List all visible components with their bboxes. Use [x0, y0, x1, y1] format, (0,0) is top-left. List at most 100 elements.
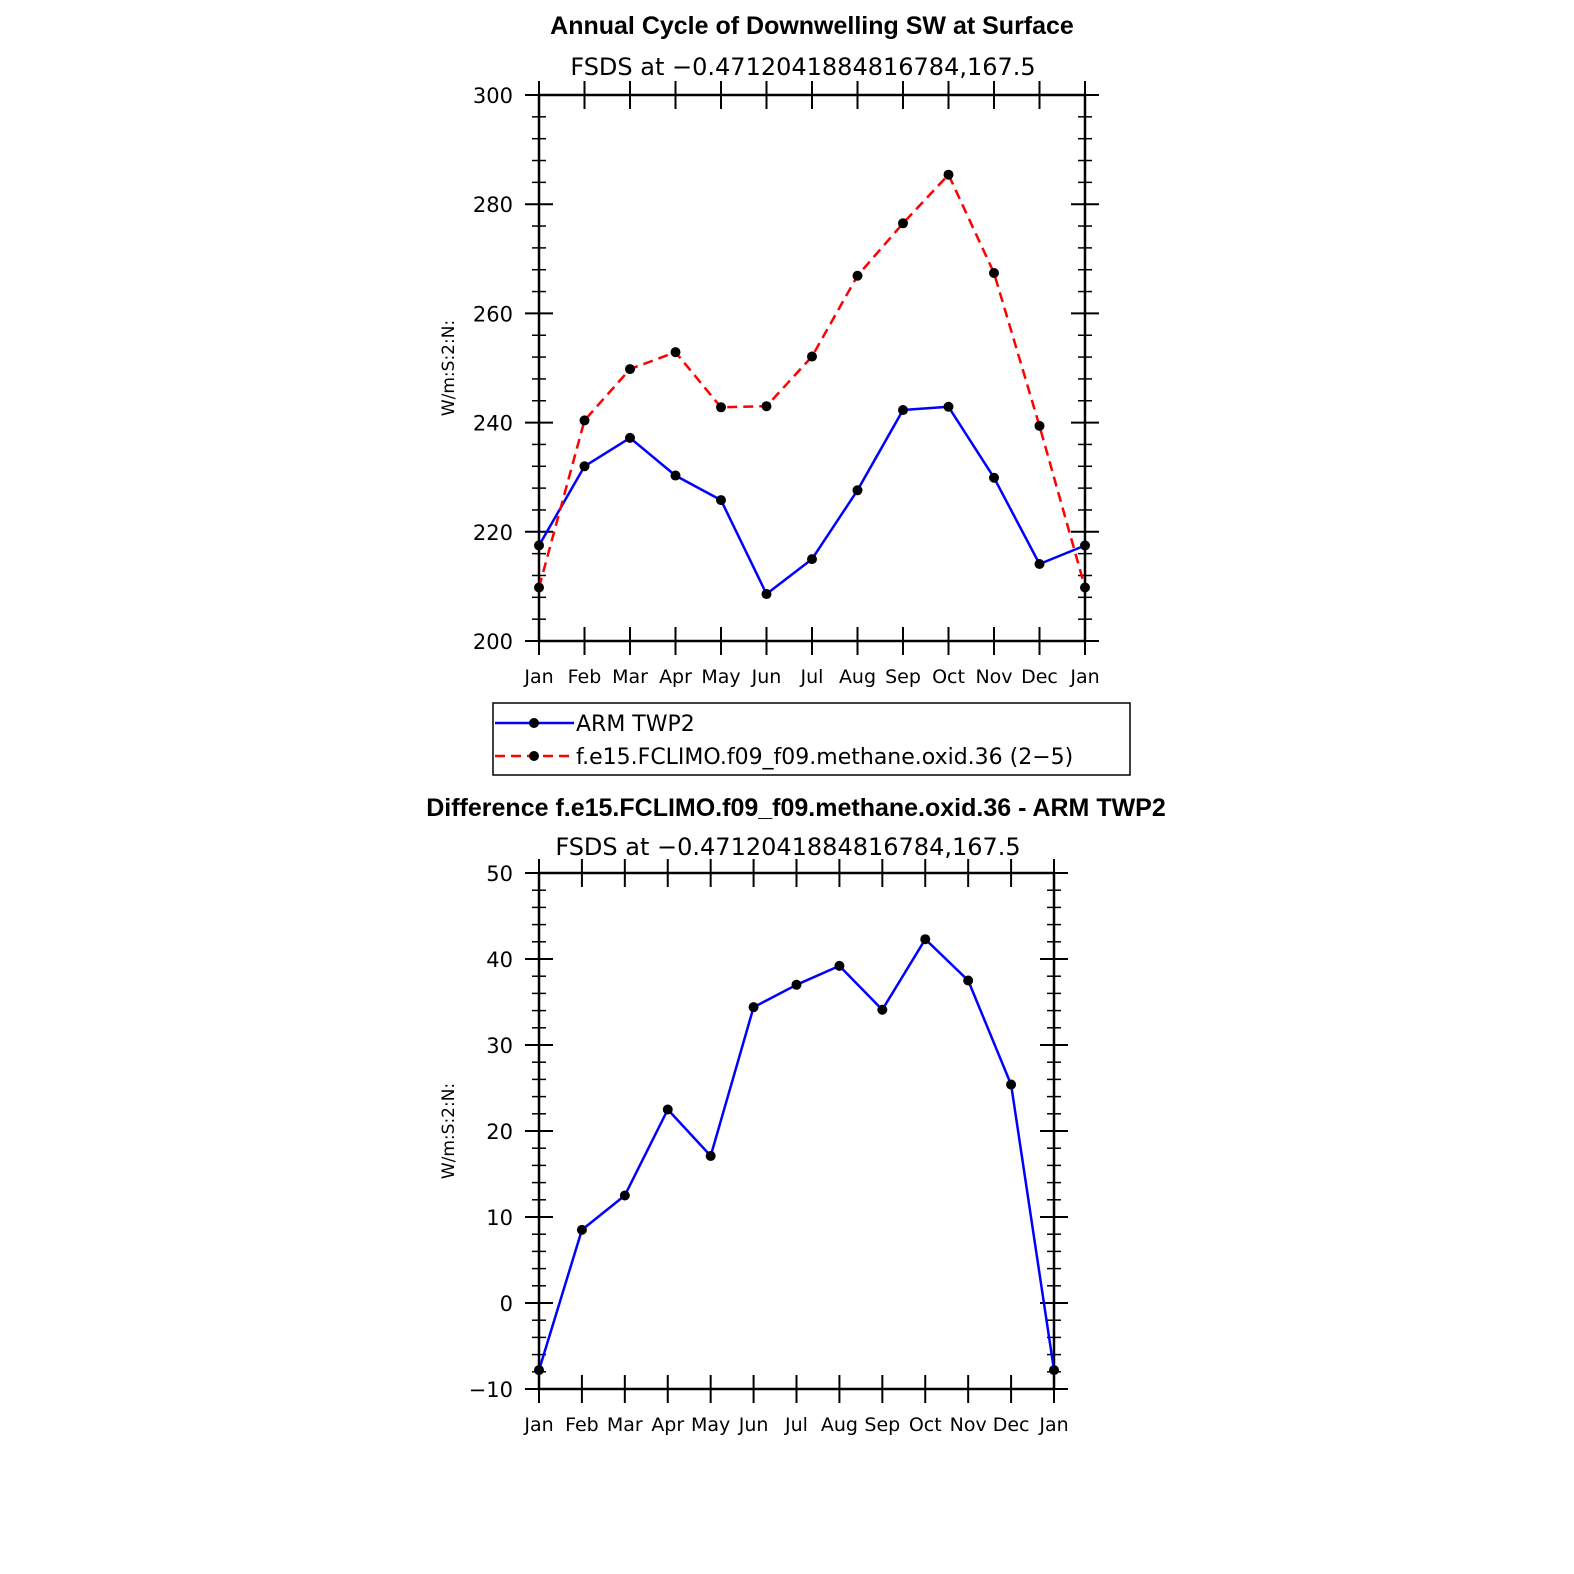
- top-xtick-label: Jun: [751, 666, 782, 688]
- bottom-ytick-label: 20: [486, 1120, 513, 1144]
- top-series-0-point: [852, 485, 863, 496]
- top-series-line-0: [537, 405, 1086, 596]
- top-chart-title: Annual Cycle of Downwelling SW at Surfac…: [550, 12, 1074, 40]
- top-series-0-point: [898, 405, 908, 416]
- top-chart-ylabel: W/m:S:2:N:: [439, 320, 459, 416]
- bottom-ytick-label: 30: [486, 1034, 513, 1058]
- top-series-0-point: [670, 470, 681, 481]
- legend-entry-arm: ARM TWP2: [495, 712, 695, 737]
- bottom-xtick-label: Sep: [864, 1414, 900, 1436]
- top-xtick-label: May: [701, 666, 740, 688]
- top-xtick-label: Jan: [1069, 666, 1099, 688]
- bottom-ytick-label: 10: [486, 1206, 513, 1230]
- top-series-1-point: [670, 347, 681, 358]
- bottom-series-0-point: [619, 1190, 630, 1201]
- bottom-series-0-point: [662, 1104, 673, 1115]
- top-series-line-1: [537, 173, 1087, 588]
- bottom-series-0-point: [791, 979, 802, 990]
- bottom-series-0-point: [877, 1004, 888, 1015]
- bottom-xtick-label: Jul: [784, 1414, 808, 1436]
- bottom-xtick-label: Feb: [565, 1414, 599, 1436]
- bottom-xtick-label: Oct: [909, 1414, 942, 1436]
- bottom-chart-title: Difference f.e15.FCLIMO.f09_f09.methane.…: [426, 794, 1166, 822]
- top-xtick-label: Apr: [659, 666, 692, 688]
- top-ytick-label: 300: [473, 84, 513, 108]
- bottom-xtick-label: Jun: [738, 1414, 769, 1436]
- top-xtick-label: Dec: [1021, 666, 1058, 688]
- bottom-series-line-0: [537, 937, 1056, 1371]
- bottom-xtick-label: Aug: [821, 1414, 858, 1436]
- top-ytick-label: 260: [473, 302, 513, 326]
- bottom-xtick-label: May: [691, 1414, 730, 1436]
- top-series-1-point: [989, 267, 999, 278]
- top-ytick-label: 280: [473, 193, 513, 217]
- top-series-0-point: [943, 401, 954, 412]
- top-series-0-point: [1080, 540, 1090, 551]
- top-ytick-label: 240: [473, 412, 513, 436]
- bottom-xtick-label: Apr: [651, 1414, 684, 1436]
- top-series-0-point: [989, 472, 999, 483]
- bottom-series-0-point: [920, 934, 931, 945]
- top-xtick-label: Aug: [839, 666, 876, 688]
- bottom-series-0-point: [1049, 1365, 1059, 1376]
- top-xtick-label: Jan: [523, 666, 553, 688]
- top-plot-marks: [534, 169, 1090, 600]
- top-series-0-point: [579, 461, 590, 472]
- top-series-0-point: [534, 540, 544, 551]
- top-series-1-point: [716, 402, 726, 413]
- top-series-0-point: [761, 589, 772, 600]
- legend-entry-model: f.e15.FCLIMO.f09_f09.methane.oxid.36 (2−…: [495, 745, 1073, 770]
- top-series-1-point: [1080, 582, 1090, 593]
- bottom-xtick-label: Jan: [1038, 1414, 1068, 1436]
- top-series-0-point: [625, 432, 635, 443]
- top-series-1-point: [898, 218, 908, 229]
- bottom-series-0-point: [834, 960, 845, 971]
- top-series-1-point: [943, 169, 954, 180]
- top-plot-frame: 200 220 240 260 280 300 Jan Feb Mar Apr May Jun Jul A…: [473, 81, 1100, 688]
- bottom-ytick-label: 0: [500, 1292, 513, 1316]
- top-ytick-label: 220: [473, 521, 513, 545]
- legend: ARM TWP2 f.e15.FCLIMO.f09_f09.methane.ox…: [492, 702, 1131, 776]
- bottom-chart-subtitle: FSDS at −0.4712041884816784,167.5: [555, 833, 1020, 861]
- top-ytick-label: 200: [473, 630, 513, 654]
- bottom-series-0-point: [534, 1365, 544, 1376]
- top-xtick-label: Oct: [932, 666, 965, 688]
- legend-marker-model: [529, 751, 539, 761]
- bottom-series-0-point: [963, 975, 974, 986]
- top-chart-subtitle: FSDS at −0.4712041884816784,167.5: [570, 53, 1035, 81]
- top-xtick-label: Feb: [568, 666, 602, 688]
- top-series-0-point: [807, 554, 817, 565]
- bottom-xtick-label: Jan: [523, 1414, 553, 1436]
- top-series-1-point: [534, 582, 544, 593]
- bottom-series-0-point: [1006, 1079, 1017, 1090]
- legend-label-model: f.e15.FCLIMO.f09_f09.methane.oxid.36 (2−…: [576, 745, 1073, 770]
- bottom-chart-ylabel: W/m:S:2:N:: [439, 1083, 459, 1179]
- bottom-series-0-point: [705, 1150, 716, 1161]
- top-series-0-point: [1034, 559, 1045, 570]
- top-series-1-point: [579, 415, 590, 426]
- top-series-1-point: [761, 401, 772, 412]
- legend-label-arm: ARM TWP2: [576, 712, 695, 737]
- bottom-plot-marks: [534, 934, 1059, 1376]
- top-series-1-point: [1034, 420, 1045, 431]
- top-xtick-label: Jul: [800, 666, 824, 688]
- bottom-plot-frame: −10 0 10 20 30 40 50 Jan Feb Mar Apr May Jun Jul Aug Se…: [469, 859, 1069, 1436]
- bottom-xtick-label: Mar: [607, 1414, 643, 1436]
- bottom-plot-border: [537, 871, 1056, 1391]
- top-xtick-label: Nov: [975, 666, 1012, 688]
- legend-box: [492, 702, 1131, 776]
- bottom-ytick-label: −10: [469, 1378, 513, 1402]
- top-series-1-point: [852, 270, 863, 281]
- top-xtick-label: Mar: [612, 666, 648, 688]
- top-xtick-label: Sep: [885, 666, 921, 688]
- legend-marker-arm: [529, 718, 539, 728]
- bottom-xtick-label: Nov: [950, 1414, 987, 1436]
- bottom-xtick-label: Dec: [993, 1414, 1030, 1436]
- top-series-1-point: [625, 364, 635, 375]
- bottom-ytick-label: 50: [486, 862, 513, 886]
- bottom-series-0-point: [576, 1224, 587, 1235]
- bottom-series-0-point: [748, 1002, 759, 1013]
- bottom-ytick-label: 40: [486, 948, 513, 972]
- top-series-0-point: [716, 495, 726, 506]
